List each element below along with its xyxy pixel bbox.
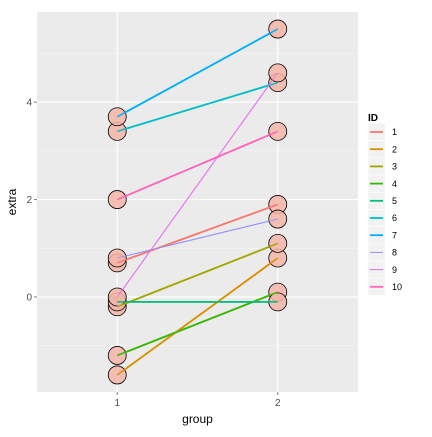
- legend-label-6: 6: [392, 213, 397, 223]
- x-tick-label: 1: [114, 398, 120, 409]
- legend-label-9: 9: [392, 265, 397, 275]
- legend-label-5: 5: [392, 196, 397, 206]
- plot-panel: [37, 12, 358, 392]
- legend-title: ID: [368, 113, 378, 124]
- y-tick-label: 2: [26, 195, 32, 206]
- panel-background: [37, 12, 358, 392]
- y-tick-label: 0: [26, 293, 32, 304]
- series-line-overlay-8: [117, 218, 278, 259]
- data-points: [107, 19, 288, 385]
- legend-label-7: 7: [392, 230, 397, 240]
- y-tick-label: 4: [26, 98, 32, 109]
- legend-label-1: 1: [392, 127, 397, 137]
- series-line-overlay-10: [116, 130, 279, 201]
- legend-label-3: 3: [392, 162, 397, 172]
- series-line-overlay-6: [117, 81, 278, 133]
- legend-label-4: 4: [392, 179, 397, 189]
- axis-ticks: 0 2 4 1 2: [26, 98, 281, 409]
- series-line-overlay-4: [116, 291, 279, 357]
- legend: ID 1 2 3 4 5 6 7 8 9 10: [367, 113, 402, 296]
- series-line-overlay-1: [117, 203, 278, 264]
- legend-label-10: 10: [392, 282, 402, 292]
- x-tick-label: 2: [275, 398, 281, 409]
- x-axis-title: group: [182, 412, 213, 426]
- legend-label-2: 2: [392, 144, 397, 154]
- series-line-overlay-2: [116, 257, 279, 376]
- series-line-overlay-3: [116, 242, 279, 308]
- series-line-overlay-9: [116, 72, 279, 298]
- series-line-overlay-7: [116, 28, 279, 118]
- y-axis-title: extra: [5, 188, 19, 215]
- legend-label-8: 8: [392, 248, 397, 258]
